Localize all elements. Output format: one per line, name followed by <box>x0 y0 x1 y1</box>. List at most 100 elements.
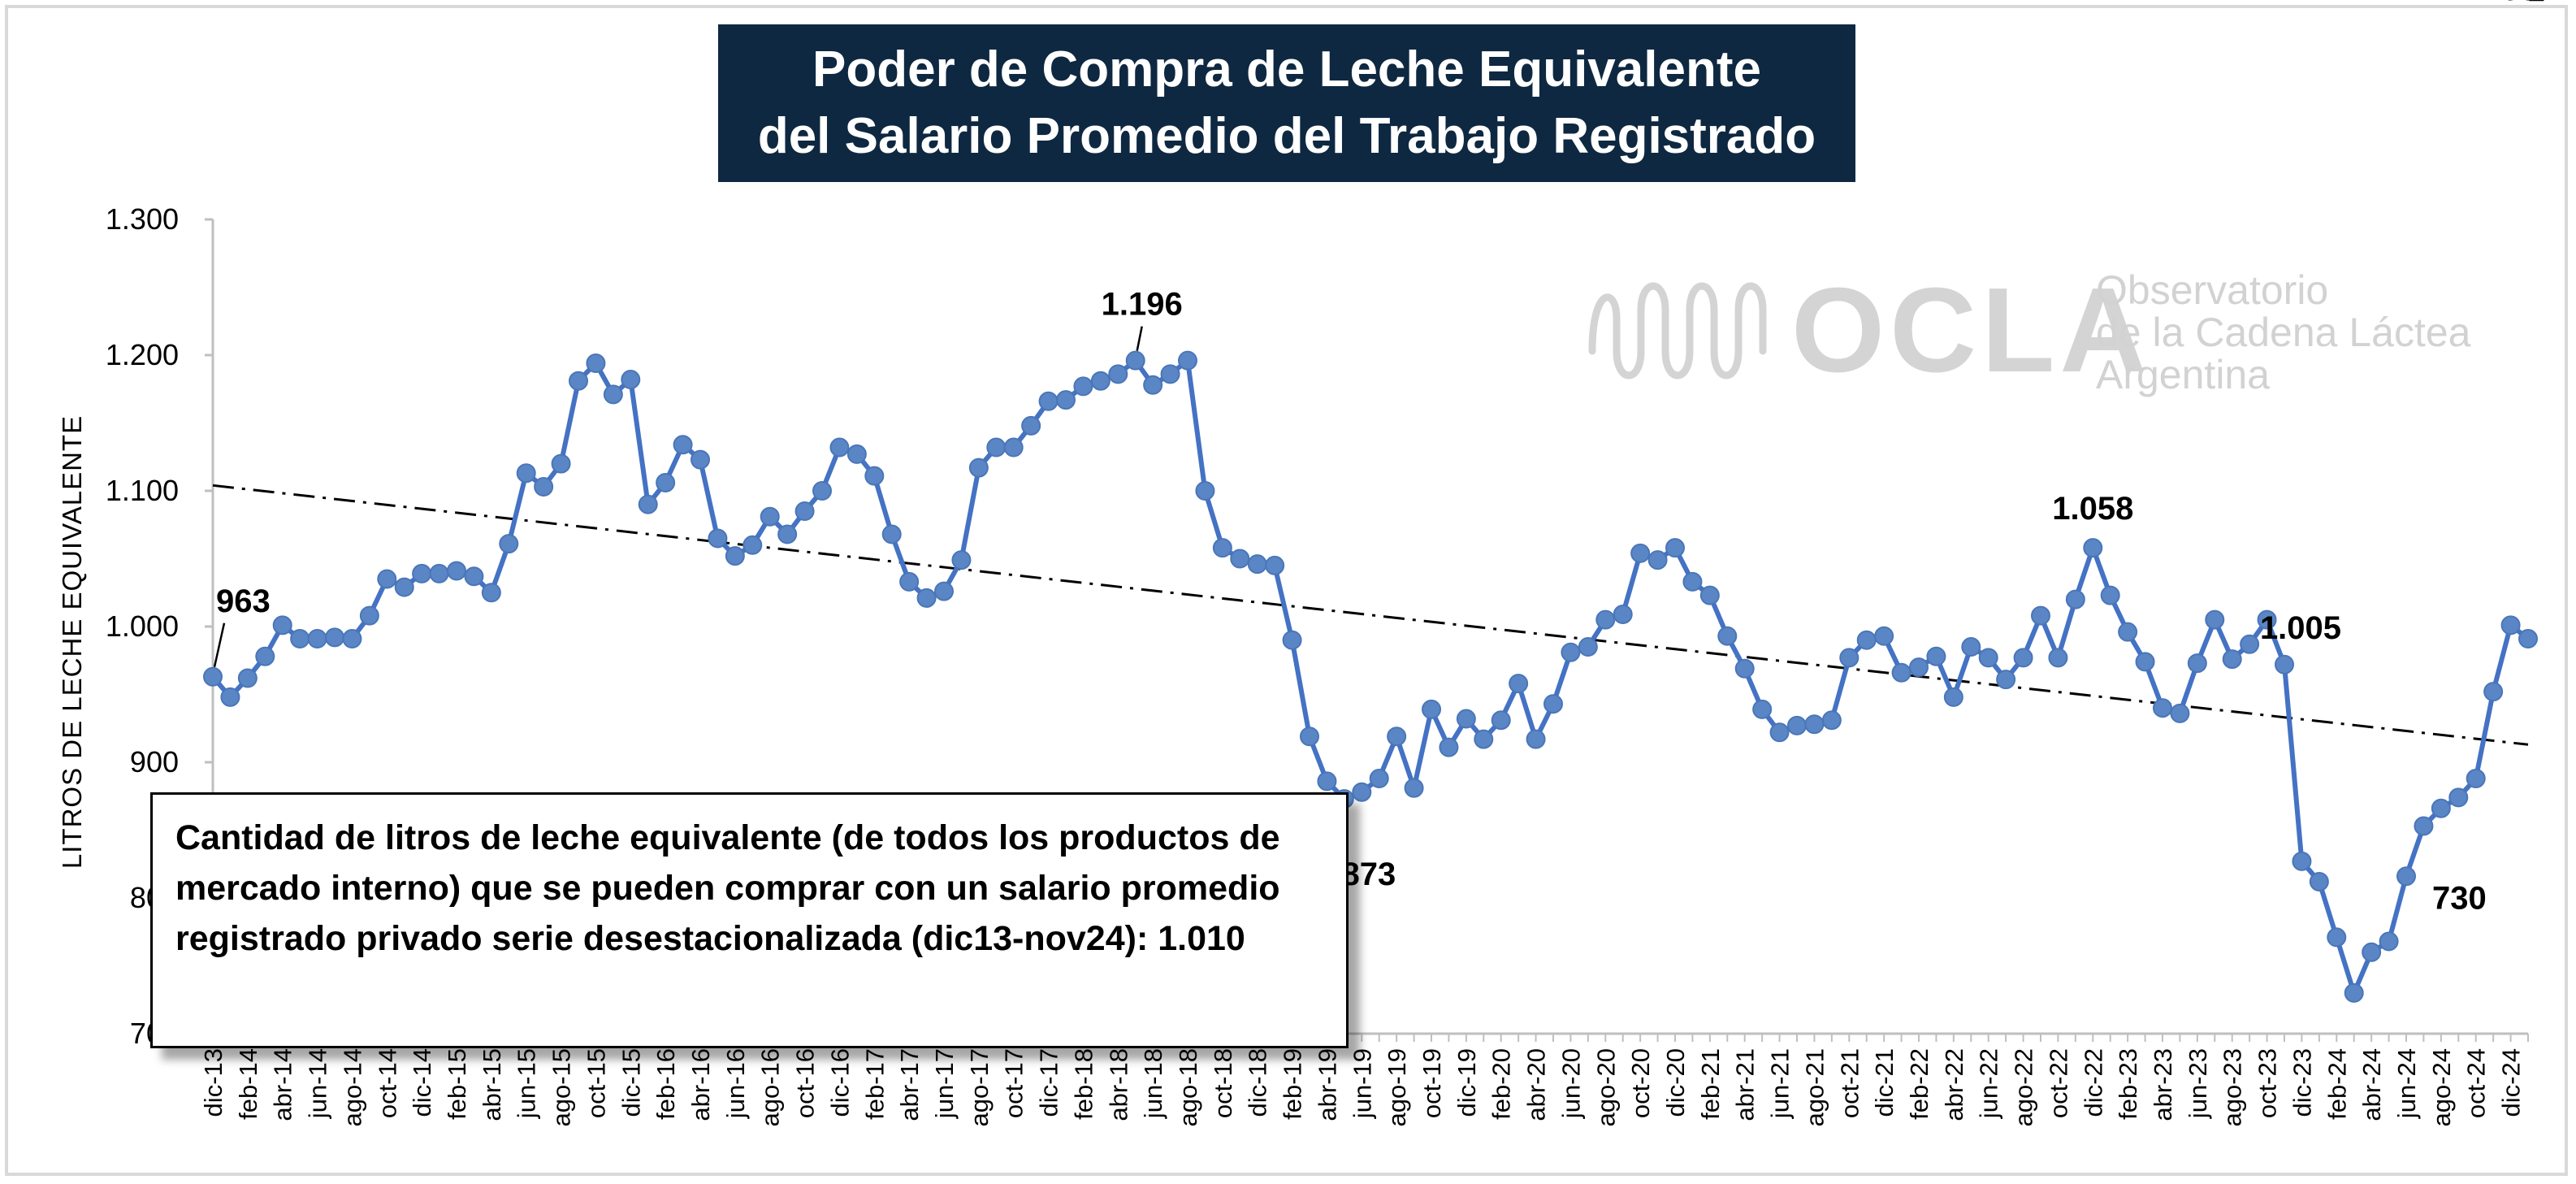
data-point <box>2500 615 2521 635</box>
data-point <box>1595 609 1616 630</box>
data-label: 991 <box>2502 0 2557 7</box>
data-point <box>499 534 519 554</box>
data-point <box>2518 629 2538 649</box>
data-point <box>1387 726 1407 747</box>
data-point <box>534 476 554 497</box>
x-tick-label: ago-20 <box>1591 1048 1620 1127</box>
data-point <box>272 615 292 635</box>
data-point <box>1456 709 1476 729</box>
x-tick-label: ago-22 <box>2010 1048 2038 1127</box>
data-point <box>1474 729 1494 749</box>
data-point <box>2240 634 2260 654</box>
x-tick-label: oct-15 <box>582 1048 610 1118</box>
x-tick-label: ago-17 <box>965 1048 994 1127</box>
x-tick-label: feb-14 <box>234 1048 262 1120</box>
data-point <box>1909 657 1929 678</box>
data-point <box>2327 927 2347 948</box>
data-point <box>742 535 763 555</box>
data-point <box>1978 648 1998 668</box>
data-point <box>1317 771 1337 792</box>
data-point <box>2065 589 2085 609</box>
data-point <box>1160 364 1180 384</box>
data-point <box>516 463 536 484</box>
data-point <box>255 646 275 666</box>
data-point <box>2170 703 2190 723</box>
x-tick-label: oct-16 <box>791 1048 820 1118</box>
data-point <box>2031 605 2050 626</box>
y-tick-label: 1.200 <box>106 338 179 371</box>
data-point <box>377 569 397 589</box>
data-point <box>1404 778 1424 798</box>
data-point <box>986 437 1007 458</box>
data-point <box>899 571 920 592</box>
data-point <box>325 627 344 648</box>
x-tick-label: abr-17 <box>895 1048 924 1121</box>
data-point <box>760 506 780 527</box>
y-tick-label: 1.300 <box>106 202 179 236</box>
data-point <box>342 629 362 649</box>
data-point <box>1056 390 1076 410</box>
data-point <box>1230 549 1250 569</box>
x-tick-label: feb-18 <box>1069 1048 1098 1120</box>
data-point <box>2379 931 2399 952</box>
data-point <box>2309 871 2329 891</box>
data-point <box>1491 710 1511 731</box>
x-tick-label: dic-16 <box>825 1048 854 1117</box>
x-tick-label: abr-19 <box>1313 1048 1341 1121</box>
x-tick-label: dic-21 <box>1870 1048 1898 1117</box>
data-point <box>1787 715 1807 735</box>
data-point <box>1439 737 1459 757</box>
x-tick-label: feb-16 <box>652 1048 680 1120</box>
data-point <box>2205 609 2225 630</box>
data-label: 963 <box>216 583 271 619</box>
data-point <box>1630 543 1651 563</box>
x-tick-label: oct-22 <box>2044 1048 2072 1118</box>
x-tick-label: dic-14 <box>408 1048 436 1117</box>
x-tick-label: oct-14 <box>373 1048 401 1118</box>
x-tick-label: abr-20 <box>1522 1048 1551 1121</box>
data-point <box>290 629 310 649</box>
data-point <box>2083 538 2103 558</box>
note-box: Cantidad de litros de leche equivalente … <box>150 792 1349 1048</box>
x-tick-label: oct-20 <box>1626 1048 1655 1118</box>
data-point <box>656 472 676 492</box>
data-point <box>1821 710 1842 731</box>
x-tick-label: feb-19 <box>1279 1048 1307 1120</box>
data-labels: 963 1.196 1.058 1.005 730 991 873 <box>213 0 2557 916</box>
data-point <box>2414 816 2434 836</box>
data-point <box>1647 550 1668 570</box>
ocla-logo: OCLA Observatorio de la Cadena Láctea Ar… <box>1584 262 2510 400</box>
x-tick-label: dic-13 <box>199 1048 227 1117</box>
x-tick-label: feb-15 <box>443 1048 471 1120</box>
x-tick-label: feb-21 <box>1696 1048 1725 1120</box>
data-point <box>1578 637 1598 657</box>
x-tick-label: ago-16 <box>756 1048 785 1127</box>
data-label: 1.005 <box>2260 610 2341 646</box>
data-point <box>1926 646 1946 666</box>
data-label: 1.196 <box>1102 287 1183 323</box>
data-point <box>1195 481 1215 501</box>
data-point <box>2362 942 2382 962</box>
label-leader <box>213 622 226 668</box>
data-point <box>725 546 745 566</box>
x-tick-label: jun-18 <box>1139 1048 1167 1119</box>
logo-line-3: Argentina <box>2096 352 2271 397</box>
data-point <box>307 629 327 649</box>
x-tick-label: jun-24 <box>2392 1048 2421 1119</box>
data-point <box>846 444 867 464</box>
data-point <box>1265 555 1285 575</box>
x-tick-label: dic-17 <box>1035 1048 1063 1117</box>
data-point <box>203 666 223 687</box>
data-point <box>1369 769 1389 789</box>
x-tick-label: feb-22 <box>1905 1048 1933 1120</box>
data-point <box>1352 782 1372 802</box>
data-point <box>2396 866 2416 887</box>
data-point <box>708 528 728 549</box>
data-point <box>2448 787 2469 808</box>
x-tick-label: feb-24 <box>2323 1048 2351 1120</box>
data-point <box>237 668 258 688</box>
x-tick-label: jun-23 <box>2184 1048 2212 1119</box>
data-point <box>2257 609 2277 630</box>
data-point <box>1874 626 1894 646</box>
